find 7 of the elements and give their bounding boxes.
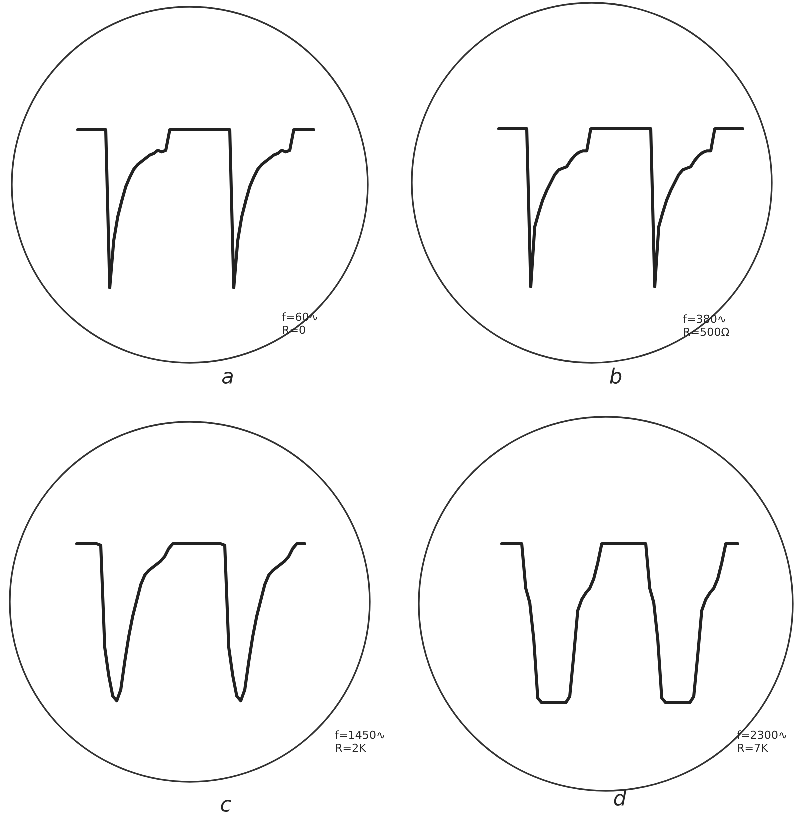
text: R=7K (738, 744, 769, 752)
text: b (610, 368, 622, 384)
text: d (614, 790, 627, 806)
text: a (222, 372, 234, 384)
text: R=2K (336, 744, 367, 752)
text: c (221, 800, 232, 812)
text: f=1450∿ (335, 730, 385, 740)
